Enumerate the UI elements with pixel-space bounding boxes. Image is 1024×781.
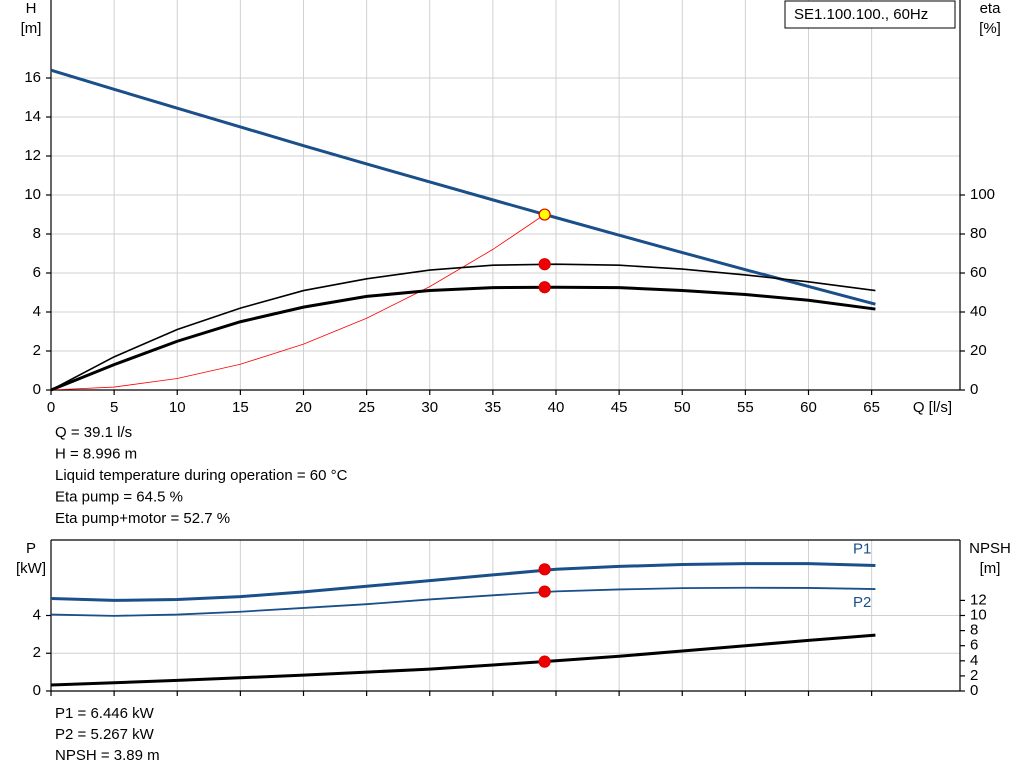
y2-axis-label: eta: [980, 0, 1002, 17]
y-tick-label: 14: [24, 108, 41, 125]
y2-tick-label: 0: [970, 381, 978, 398]
legend-label: SE1.100.100., 60Hz: [794, 6, 928, 23]
info-line: P1 = 6.446 kW: [55, 705, 155, 722]
operating-point: [538, 208, 551, 221]
x-tick-label: 50: [674, 399, 691, 416]
operating-point: [538, 585, 551, 598]
y2-tick-label: 40: [970, 303, 987, 320]
y2-tick-label: 12: [970, 591, 987, 608]
operating-point: [538, 655, 551, 668]
y2-tick-label: 8: [970, 622, 978, 639]
info-line: H = 8.996 m: [55, 445, 137, 462]
y-tick-label: 4: [33, 606, 41, 623]
y2-tick-label: 4: [970, 652, 978, 669]
info-line: Q = 39.1 l/s: [55, 424, 132, 441]
y-tick-label: 8: [33, 225, 41, 242]
y-tick-label: 2: [33, 644, 41, 661]
y-axis-label: P: [26, 540, 36, 557]
y-tick-label: 10: [24, 186, 41, 203]
y-tick-label: 0: [33, 381, 41, 398]
y-axis-label: H: [26, 0, 37, 17]
y2-tick-label: 10: [970, 606, 987, 623]
x-tick-label: 35: [485, 399, 502, 416]
x-tick-label: 60: [800, 399, 817, 416]
x-axis-label: Q [l/s]: [913, 399, 952, 416]
y2-tick-label: 100: [970, 186, 995, 203]
info-line: Eta pump = 64.5 %: [55, 488, 183, 505]
y2-tick-label: 60: [970, 264, 987, 281]
y-axis-unit: [m]: [21, 20, 42, 37]
x-tick-label: 30: [421, 399, 438, 416]
curve: [50, 633, 876, 687]
y-tick-label: 6: [33, 264, 41, 281]
curve: [50, 263, 876, 391]
x-tick-label: 40: [548, 399, 565, 416]
curve: [50, 214, 545, 391]
x-tick-label: 25: [358, 399, 375, 416]
x-tick-label: 5: [110, 399, 118, 416]
info-line: Liquid temperature during operation = 60…: [55, 467, 348, 484]
info-line: Eta pump+motor = 52.7 %: [55, 510, 230, 527]
y2-axis-label: NPSH: [969, 540, 1011, 557]
curve: [50, 562, 876, 602]
y-tick-label: 2: [33, 342, 41, 359]
operating-point: [538, 281, 551, 294]
x-tick-label: 45: [611, 399, 628, 416]
curve-label: P1: [853, 540, 871, 557]
x-tick-label: 65: [863, 399, 880, 416]
curve: [50, 586, 876, 617]
y-tick-label: 0: [33, 682, 41, 699]
curve: [50, 68, 876, 306]
curve: [50, 285, 876, 392]
y2-tick-label: 0: [970, 682, 978, 699]
x-tick-label: 15: [232, 399, 249, 416]
y2-tick-label: 80: [970, 225, 987, 242]
y2-tick-label: 6: [970, 637, 978, 654]
x-tick-label: 10: [169, 399, 186, 416]
x-tick-label: 20: [295, 399, 312, 416]
curve-label: P2: [853, 594, 871, 611]
y2-tick-label: 2: [970, 667, 978, 684]
x-tick-label: 55: [737, 399, 754, 416]
y-tick-label: 16: [24, 69, 41, 86]
y-tick-label: 4: [33, 303, 41, 320]
y2-axis-unit: [%]: [979, 20, 1001, 37]
y-axis-unit: [kW]: [16, 560, 46, 577]
operating-point: [538, 258, 551, 271]
y2-tick-label: 20: [970, 342, 987, 359]
info-line: P2 = 5.267 kW: [55, 726, 155, 743]
y2-axis-unit: [m]: [980, 560, 1001, 577]
info-line: NPSH = 3.89 m: [55, 747, 160, 764]
operating-point: [538, 563, 551, 576]
legend-box: [784, 0, 956, 29]
y-tick-label: 12: [24, 147, 41, 164]
x-tick-label: 0: [47, 399, 55, 416]
